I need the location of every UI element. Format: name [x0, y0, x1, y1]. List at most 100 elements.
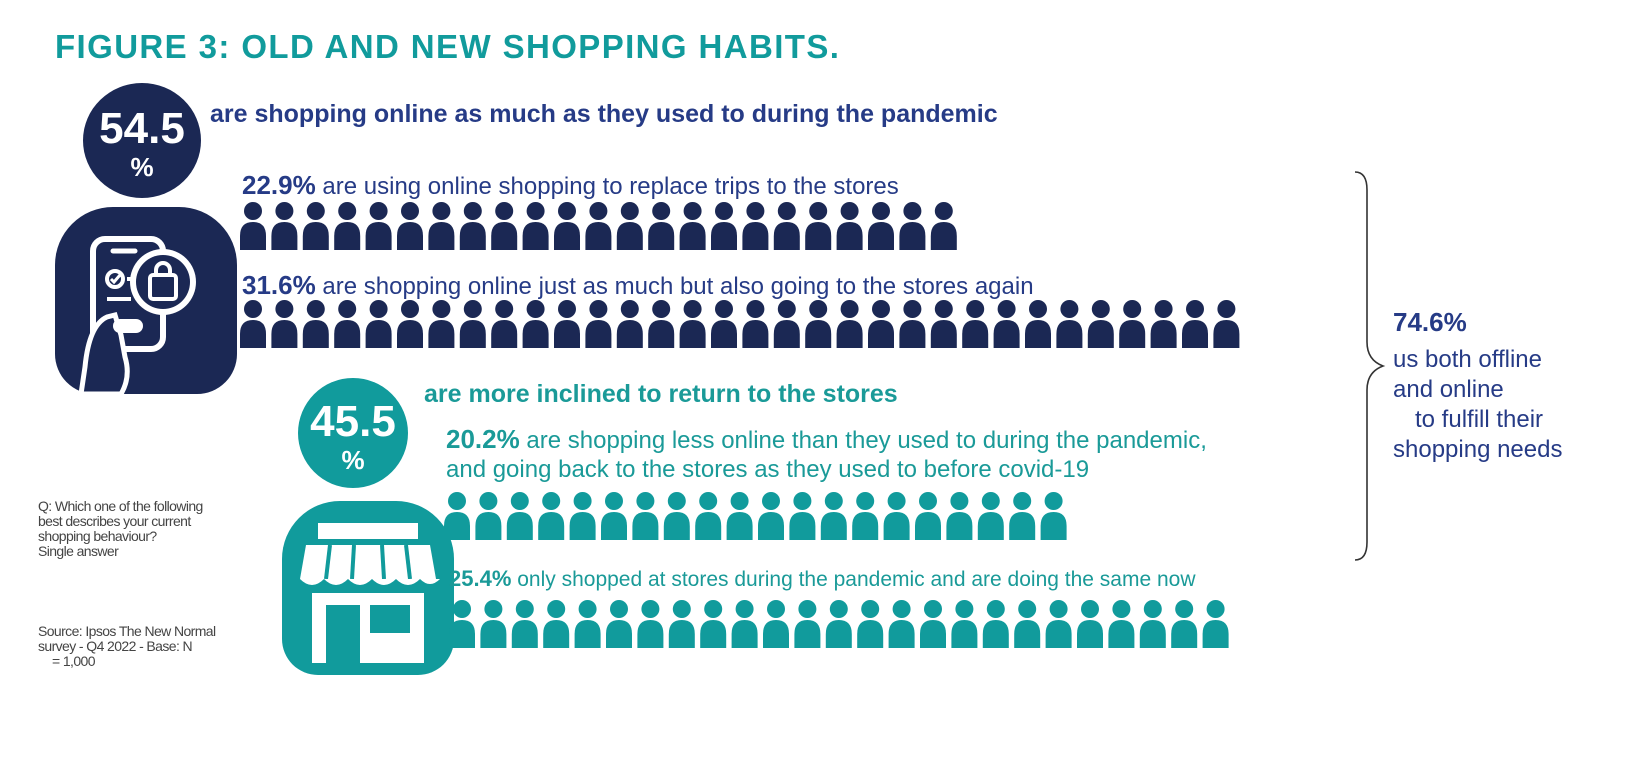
online-percent-unit: % — [130, 152, 154, 182]
summary-brace — [1354, 171, 1386, 561]
person-icon — [428, 300, 455, 348]
store-headline: are more inclined to return to the store… — [424, 380, 898, 408]
person-icon — [1040, 492, 1067, 540]
person-icon — [334, 202, 361, 250]
person-icon — [1139, 600, 1166, 648]
person-icon — [852, 492, 879, 540]
person-icon — [506, 492, 533, 540]
person-icon — [459, 202, 486, 250]
summary-percent: 74.6% — [1393, 307, 1467, 337]
store-percent-unit: % — [341, 445, 365, 475]
person-icon — [334, 300, 361, 348]
person-icon — [511, 600, 538, 648]
pictograph-row-less-online — [444, 492, 1067, 540]
store-percent-badge: 45.5 % — [298, 378, 408, 488]
person-icon — [1150, 300, 1177, 348]
person-icon — [977, 492, 1004, 540]
person-icon — [930, 202, 957, 250]
person-icon — [632, 492, 659, 540]
person-icon — [805, 300, 832, 348]
person-icon — [993, 300, 1020, 348]
person-icon — [1119, 300, 1146, 348]
person-icon — [1045, 600, 1072, 648]
person-icon — [1213, 300, 1240, 348]
person-icon — [428, 202, 455, 250]
person-icon — [758, 492, 784, 540]
person-icon — [888, 600, 915, 648]
person-icon — [569, 492, 596, 540]
pictograph-row-stores-only — [449, 600, 1229, 648]
person-icon — [668, 600, 695, 648]
pictograph-row-both-channels — [240, 300, 1240, 348]
person-icon — [480, 600, 507, 648]
person-icon — [397, 202, 423, 250]
person-icon — [899, 300, 926, 348]
stat-less-online-line1: are shopping less online than they used … — [526, 427, 1207, 454]
person-icon — [899, 202, 926, 250]
person-icon — [601, 492, 627, 540]
person-icon — [883, 492, 910, 540]
person-icon — [700, 600, 727, 648]
person-icon — [637, 600, 664, 648]
person-icon — [459, 300, 486, 348]
person-icon — [857, 600, 884, 648]
question-note-line-4: Single answer — [38, 543, 119, 559]
person-icon — [1077, 600, 1103, 648]
person-icon — [1182, 300, 1208, 348]
stat-less-online-line2: and going back to the stores as they use… — [446, 456, 1090, 483]
store-percent-value: 45.5 — [310, 397, 396, 446]
person-icon — [920, 600, 946, 648]
source-note-line-1: Source: Ipsos The New Normal — [38, 623, 216, 639]
person-icon — [543, 600, 570, 648]
person-icon — [663, 492, 690, 540]
person-icon — [522, 202, 549, 250]
person-icon — [982, 600, 1009, 648]
person-icon — [606, 600, 632, 648]
person-icon — [915, 492, 941, 540]
person-icon — [522, 300, 549, 348]
stat-both-channels-text: are shopping online just as much but als… — [322, 273, 1034, 300]
person-icon — [951, 600, 978, 648]
person-icon — [711, 202, 737, 250]
person-icon — [805, 202, 832, 250]
person-icon — [820, 492, 847, 540]
question-note-line-3: shopping behaviour? — [38, 528, 157, 544]
online-headline: are shopping online as much as they used… — [210, 100, 998, 128]
person-icon — [302, 202, 329, 250]
person-icon — [711, 300, 737, 348]
person-icon — [946, 492, 973, 540]
person-icon — [1202, 600, 1229, 648]
person-icon — [930, 300, 957, 348]
person-icon — [1009, 492, 1036, 540]
person-icon — [789, 492, 816, 540]
summary-text: us both offline and online to fulfill th… — [1393, 345, 1562, 465]
storefront-icon — [282, 501, 454, 675]
person-icon — [554, 300, 580, 348]
person-icon — [574, 600, 601, 648]
question-note-line-2: best describes your current — [38, 513, 191, 529]
person-icon — [585, 202, 612, 250]
person-icon — [491, 300, 518, 348]
stat-stores-only: 25.4% only shopped at stores during the … — [449, 564, 1196, 595]
stat-stores-only-text: only shopped at stores during the pandem… — [517, 568, 1196, 591]
person-icon — [538, 492, 565, 540]
person-icon — [742, 300, 769, 348]
person-icon — [449, 600, 475, 648]
summary-line-3: to fulfill their — [1415, 406, 1544, 433]
person-icon — [616, 202, 643, 250]
person-icon — [773, 300, 800, 348]
online-percent-badge: 54.5 % — [83, 83, 201, 198]
person-icon — [491, 202, 518, 250]
person-icon — [763, 600, 789, 648]
phone-shopping-bag-icon — [55, 207, 237, 397]
stat-less-online-pct: 20.2% — [446, 424, 520, 454]
person-icon — [444, 492, 470, 540]
person-icon — [868, 202, 894, 250]
person-icon — [742, 202, 769, 250]
source-note: Source: Ipsos The New Normal survey - Q4… — [38, 623, 216, 669]
person-icon — [616, 300, 643, 348]
person-icon — [868, 300, 894, 348]
person-icon — [1171, 600, 1198, 648]
person-icon — [365, 300, 392, 348]
source-note-line-3: = 1,000 — [52, 653, 96, 669]
